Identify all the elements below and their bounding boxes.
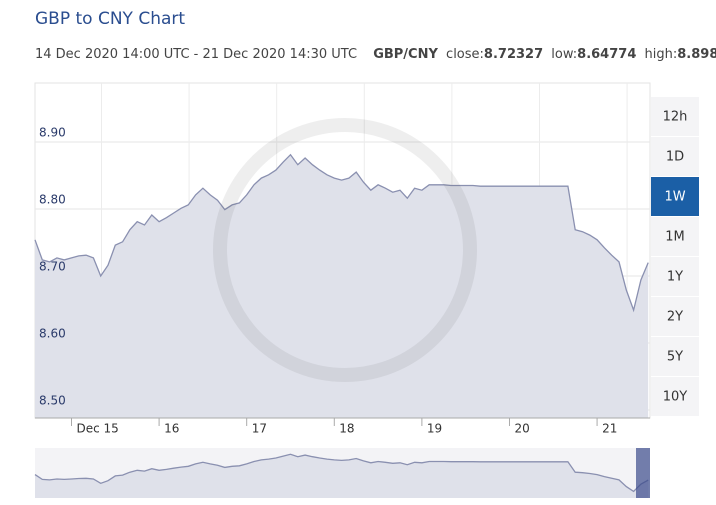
range-button-label[interactable]: 1W: [664, 190, 685, 205]
range-button-label[interactable]: 1Y: [667, 270, 683, 285]
navigator-plot: [34, 453, 649, 498]
range-button[interactable]: [651, 137, 699, 176]
x-tick-label: Dec 15: [76, 422, 118, 436]
range-button-label[interactable]: 12h: [663, 110, 688, 125]
navigator-area: [35, 454, 649, 498]
plot: [34, 153, 649, 418]
range-button-label[interactable]: 1M: [665, 230, 685, 245]
chart-title: GBP to CNY Chart: [35, 9, 185, 29]
x-tick-label: 21: [602, 422, 617, 436]
range-button[interactable]: [651, 297, 699, 336]
x-tick-label: 17: [252, 422, 267, 436]
range-button[interactable]: [651, 97, 699, 136]
navigator-handle[interactable]: [636, 448, 650, 498]
range-button[interactable]: [651, 217, 699, 256]
x-tick-label: 19: [427, 422, 442, 436]
range-button[interactable]: [651, 257, 699, 296]
range-button-label[interactable]: 10Y: [663, 390, 688, 405]
x-tick-label: 16: [164, 422, 179, 436]
subtitle: 14 Dec 2020 14:00 UTC - 21 Dec 2020 14:3…: [35, 47, 716, 62]
high: 8.89891: [677, 47, 716, 62]
watermark: [213, 118, 477, 382]
range-button[interactable]: [651, 177, 699, 216]
navigator-line: [34, 453, 649, 493]
y-tick-label: 8.50: [39, 393, 66, 407]
low-label: low:: [551, 47, 577, 62]
high-label: high:: [645, 47, 678, 62]
range-button[interactable]: [651, 377, 699, 416]
axes: 8.50 8.60 8.70 8.80 8.90 Dec 15 16 17 18 19 20 21: [35, 125, 650, 436]
range-button-label[interactable]: 2Y: [667, 310, 683, 325]
range-button-label[interactable]: 1D: [666, 150, 684, 165]
x-tick-label: 20: [514, 422, 529, 436]
area: [35, 154, 649, 418]
y-tick-label: 8.90: [39, 125, 66, 139]
line: [34, 153, 649, 313]
pair: GBP/CNY: [373, 47, 438, 62]
low: 8.64774: [577, 47, 636, 62]
close: 8.72327: [484, 47, 543, 62]
close-label: close:: [446, 47, 484, 62]
range-button[interactable]: [651, 337, 699, 376]
y-tick-label: 8.80: [39, 192, 66, 206]
date-range: 14 Dec 2020 14:00 UTC - 21 Dec 2020 14:3…: [35, 47, 357, 62]
range-button-label[interactable]: 5Y: [667, 350, 683, 365]
x-tick-label: 18: [339, 422, 354, 436]
y-tick-label: 8.70: [39, 259, 66, 273]
y-tick-label: 8.60: [39, 326, 66, 340]
range-buttons: 12h 1D 1W 1M 1Y 2Y 5Y 10Y: [651, 97, 699, 416]
